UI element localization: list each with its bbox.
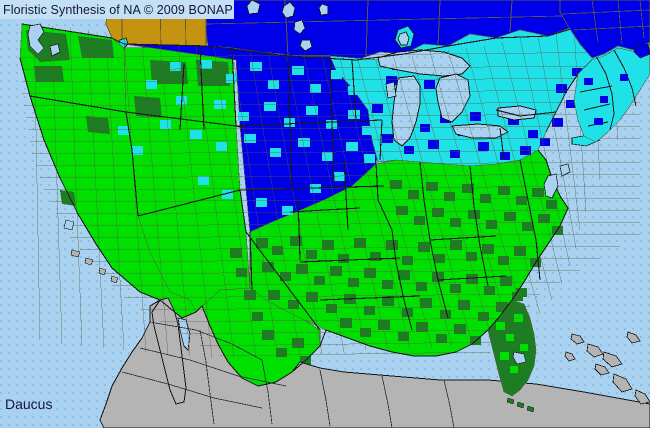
- region-northeast-cyan: [573, 43, 650, 143]
- cyan-counties: [118, 60, 375, 215]
- map-title-banner: Floristic Synthesis of NA © 2009 BONAP: [0, 0, 234, 19]
- state-boundaries: [19, 15, 650, 421]
- region-southwest-green: [123, 45, 251, 313]
- map-title-text: Floristic Synthesis of NA © 2009 BONAP: [3, 2, 233, 17]
- region-florida: [487, 299, 537, 413]
- region-quebec-blue: [559, 0, 650, 59]
- ne-coast-detail: [633, 43, 650, 59]
- taxon-name-label: Daucus: [5, 396, 53, 412]
